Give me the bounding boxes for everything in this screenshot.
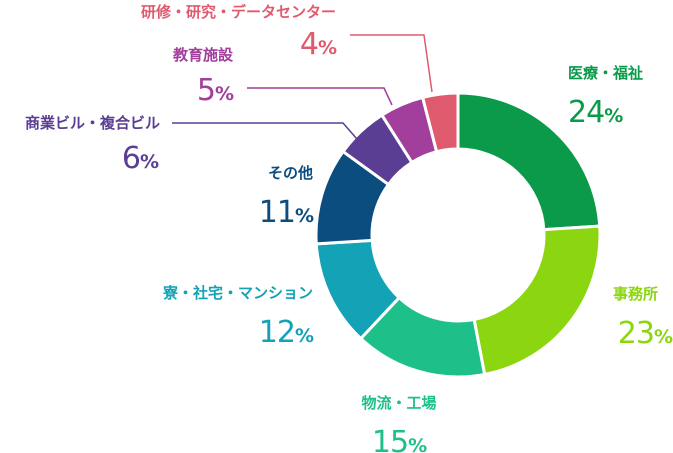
category-label-2: 物流・工場 (361, 394, 436, 412)
value-unit-6: % (215, 83, 234, 105)
slice-7 (420, 91, 460, 154)
category-label-1: 事務所 (613, 285, 658, 303)
leader-line-7 (350, 34, 433, 93)
category-label-4: その他 (268, 164, 313, 182)
value-label-2: 15% (372, 425, 427, 453)
category-label-5: 商業ビル・複合ビル (25, 114, 160, 132)
value-unit-7: % (318, 37, 337, 59)
value-unit-1: % (654, 326, 673, 348)
value-label-1: 23% (618, 316, 673, 351)
value-unit-3: % (295, 325, 314, 347)
slice-0 (456, 91, 602, 232)
value-label-3: 12% (259, 315, 314, 350)
value-label-5: 6% (122, 141, 159, 176)
value-label-6: 5% (197, 73, 234, 108)
category-label-7: 研修・研究・データセンター (141, 3, 336, 21)
donut-slices (314, 91, 602, 379)
value-unit-4: % (295, 205, 314, 227)
category-label-0: 医療・福祉 (568, 64, 643, 82)
slice-1 (472, 224, 602, 377)
leader-lines (172, 34, 433, 140)
category-label-3: 寮・社宅・マンション (162, 284, 313, 302)
value-label-7: 4% (300, 27, 337, 62)
leader-line-6 (247, 87, 393, 106)
value-unit-0: % (604, 105, 623, 127)
value-label-4: 11% (259, 195, 314, 230)
value-label-0: 24% (568, 95, 623, 130)
value-unit-2: % (408, 435, 427, 453)
leader-line-5 (172, 122, 358, 140)
value-unit-5: % (140, 151, 159, 173)
category-label-6: 教育施設 (172, 46, 234, 64)
